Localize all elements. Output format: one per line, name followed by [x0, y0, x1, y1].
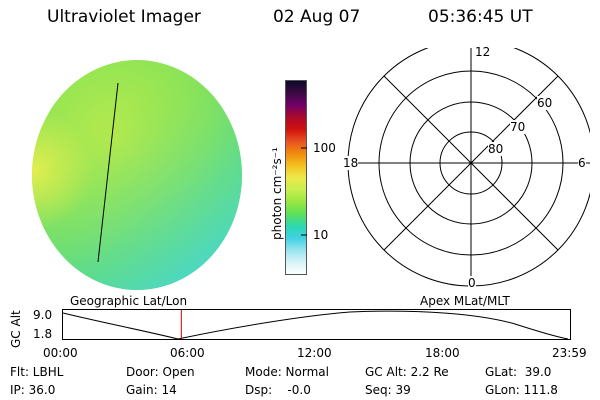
polar-label-0: 0	[468, 276, 476, 290]
info-glat: GLat: 39.0	[485, 365, 552, 379]
polar-lat-70: 70	[510, 120, 526, 134]
info-dsp: Dsp: -0.0	[245, 383, 311, 397]
info-flt: Flt: LBHL	[10, 365, 64, 379]
timeline-right-label: Apex MLat/MLT	[420, 294, 510, 308]
colorbar-tick-10: 10	[313, 228, 329, 242]
timeline-x-tick-0600: 06:00	[170, 346, 205, 360]
info-mode: Mode: Normal	[245, 365, 329, 379]
timeline-y-tick-low: 1.8	[33, 327, 53, 341]
info-seq: Seq: 39	[365, 383, 411, 397]
app-title: Ultraviolet Imager	[47, 7, 201, 27]
timeline-x-tick-1200: 12:00	[297, 346, 332, 360]
colorbar-unit-label: photon cm⁻²s⁻¹	[270, 147, 284, 240]
orbit-track-line	[97, 82, 119, 263]
colorbar	[285, 80, 307, 275]
polar-label-12: 12	[475, 45, 491, 59]
polar-label-18: 18	[343, 156, 359, 170]
info-ip: IP: 36.0	[10, 383, 56, 397]
polar-lat-60: 60	[537, 96, 553, 110]
timeline-x-tick-2359: 23:59	[552, 346, 587, 360]
timeline-x-tick-1800: 18:00	[425, 346, 460, 360]
info-gain: Gain: 14	[126, 383, 177, 397]
time-label: 05:36:45 UT	[428, 7, 533, 27]
timeline-x-tick-0000: 00:00	[43, 346, 78, 360]
date-label: 02 Aug 07	[273, 7, 361, 27]
timeline-y-tick-high: 9.0	[33, 308, 53, 322]
colorbar-tick-100: 100	[313, 141, 336, 155]
info-door: Door: Open	[126, 365, 195, 379]
polar-label-6: 6	[578, 156, 586, 170]
altitude-curve	[62, 310, 569, 340]
timeline-left-label: Geographic Lat/Lon	[70, 294, 188, 308]
polar-lat-80: 80	[488, 142, 504, 156]
timeline-y-axis-label: GC Alt	[9, 310, 23, 348]
uv-earth-image	[32, 60, 242, 290]
info-glon: GLon: 111.8	[485, 383, 558, 397]
info-gc-alt: GC Alt: 2.2 Re	[365, 365, 449, 379]
polar-plot	[347, 48, 590, 287]
timeline-plot	[62, 309, 571, 340]
